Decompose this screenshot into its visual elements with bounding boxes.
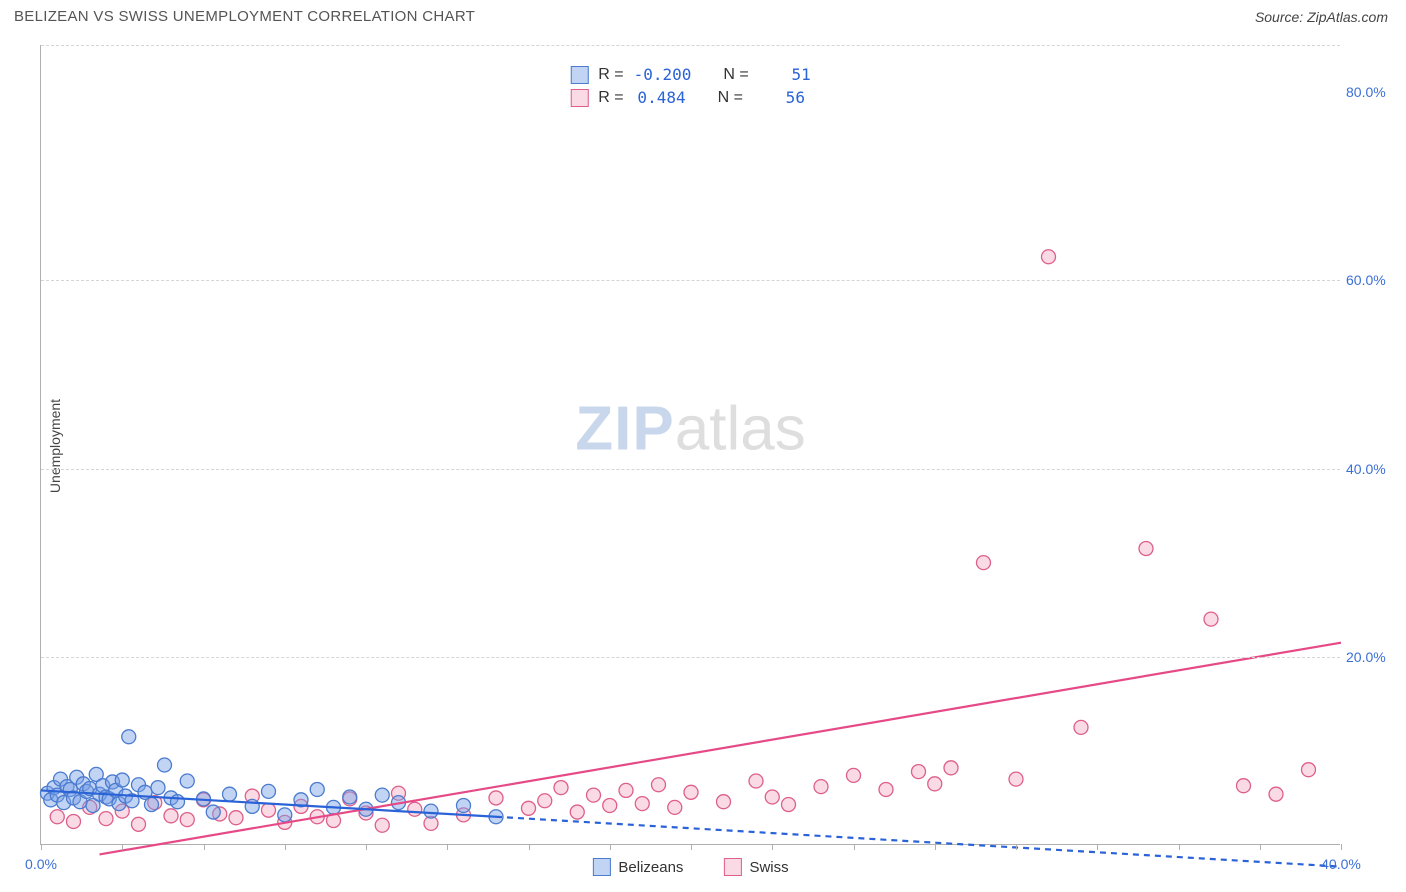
stats-n-label: N =	[718, 89, 743, 107]
scatter-plot-svg	[41, 45, 1340, 844]
stats-n-label: N =	[723, 66, 748, 84]
chart-legend: Belizeans Swiss	[592, 858, 788, 876]
stats-r-value-belizeans: -0.200	[634, 65, 692, 84]
chart-header: BELIZEAN VS SWISS UNEMPLOYMENT CORRELATI…	[0, 0, 1406, 33]
stats-swatch-swiss	[570, 89, 588, 107]
y-tick-label: 40.0%	[1346, 461, 1396, 477]
stats-row-belizeans: R = -0.200 N = 51	[570, 63, 810, 86]
legend-label-swiss: Swiss	[749, 859, 788, 876]
stats-swatch-belizeans	[570, 66, 588, 84]
legend-swatch-belizeans	[592, 858, 610, 876]
chart-plot-area: ZIPatlas R = -0.200 N = 51 R = 0.484 N =…	[40, 45, 1340, 845]
legend-item-belizeans: Belizeans	[592, 858, 683, 876]
stats-r-label: R =	[598, 89, 623, 107]
y-tick-label: 20.0%	[1346, 649, 1396, 665]
stats-r-label: R =	[598, 66, 623, 84]
stats-n-value-swiss: 56	[753, 88, 805, 107]
y-tick-label: 80.0%	[1346, 84, 1396, 100]
legend-label-belizeans: Belizeans	[618, 859, 683, 876]
stats-n-value-belizeans: 51	[759, 65, 811, 84]
legend-item-swiss: Swiss	[723, 858, 788, 876]
stats-row-swiss: R = 0.484 N = 56	[570, 86, 810, 109]
correlation-stats-box: R = -0.200 N = 51 R = 0.484 N = 56	[562, 59, 818, 113]
x-tick-label: 40.0%	[1321, 856, 1361, 872]
source-attribution: Source: ZipAtlas.com	[1255, 9, 1388, 25]
stats-r-value-swiss: 0.484	[634, 88, 686, 107]
x-tick-label: 0.0%	[25, 856, 57, 872]
chart-title: BELIZEAN VS SWISS UNEMPLOYMENT CORRELATI…	[14, 8, 475, 25]
legend-swatch-swiss	[723, 858, 741, 876]
y-tick-label: 60.0%	[1346, 272, 1396, 288]
